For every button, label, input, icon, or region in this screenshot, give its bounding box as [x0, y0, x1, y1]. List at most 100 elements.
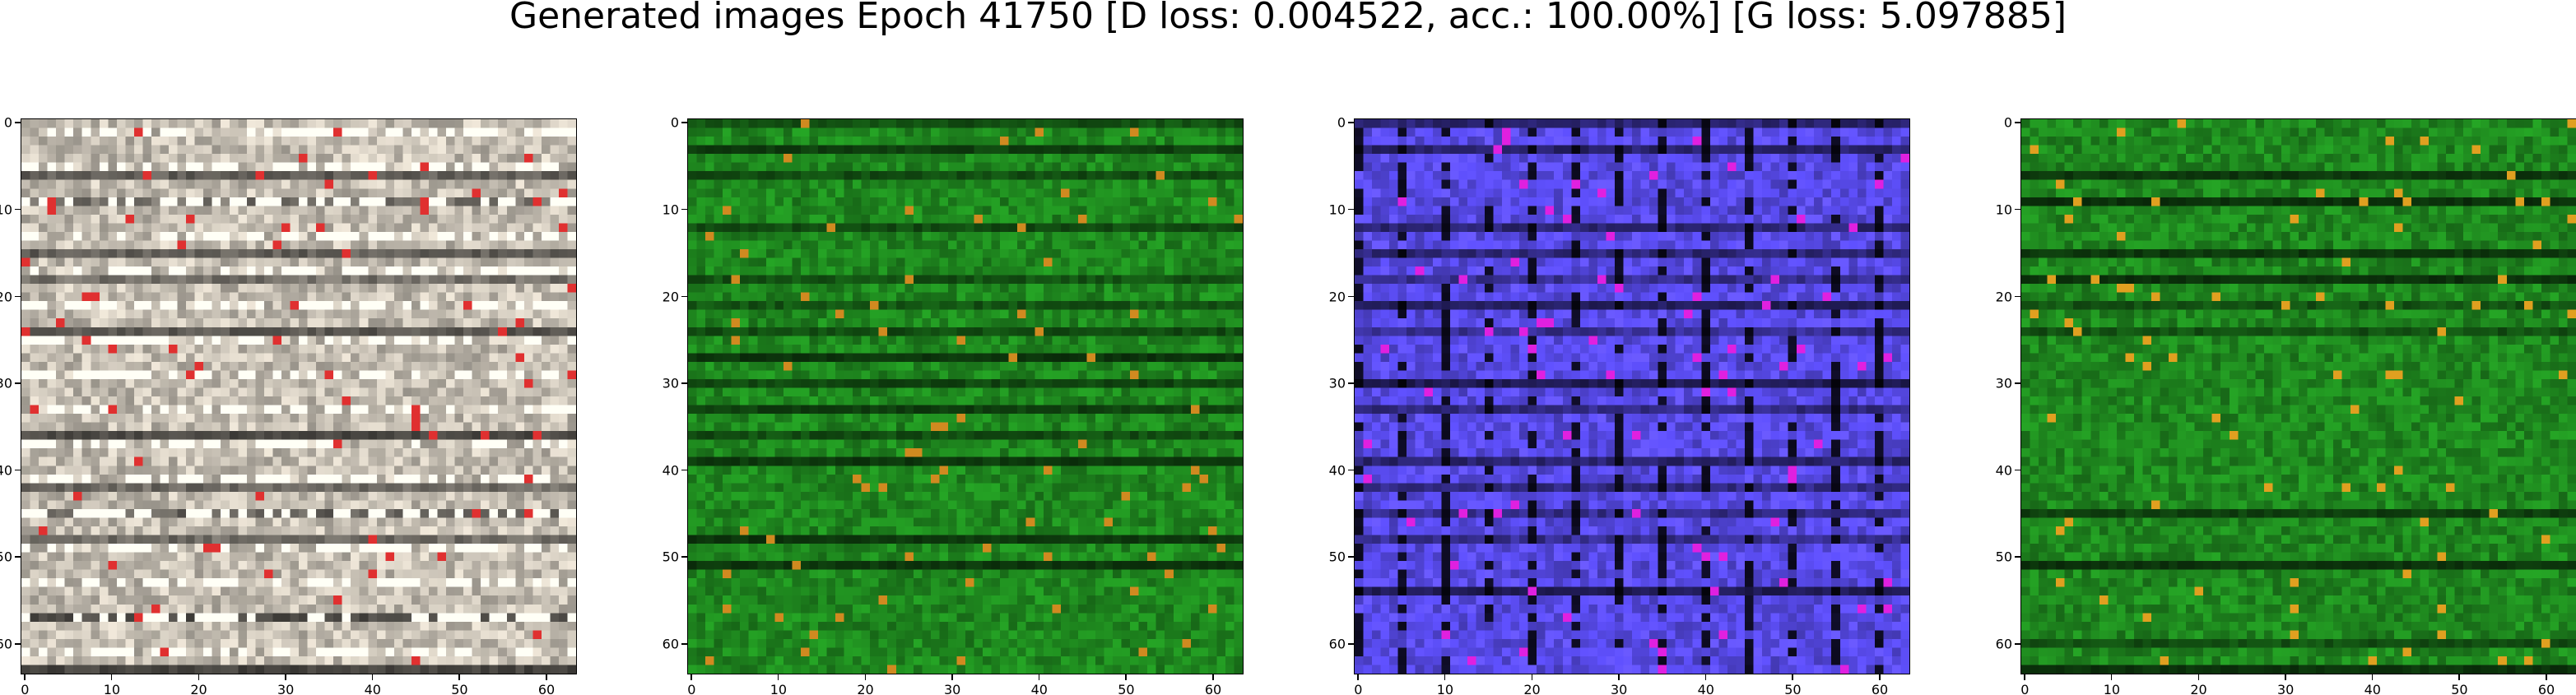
y-tick-mark [2015, 295, 2020, 298]
generated-image-2 [688, 119, 1243, 674]
y-tick-mark [681, 469, 687, 471]
y-tick-label: 10 [1995, 202, 2012, 218]
x-tick-label: 50 [1118, 682, 1135, 695]
x-tick-label: 50 [451, 682, 468, 695]
y-tick-mark [681, 643, 687, 645]
x-tick-mark [777, 674, 779, 680]
y-tick-label: 50 [0, 549, 12, 565]
x-tick-label: 60 [1204, 682, 1222, 695]
x-tick-mark [110, 674, 113, 680]
x-tick-label: 50 [2451, 682, 2468, 695]
generated-image-panel-1 [21, 118, 577, 674]
y-tick-label: 50 [1328, 549, 1346, 565]
y-tick-mark [15, 469, 21, 471]
y-tick-mark [1348, 382, 1354, 384]
y-tick-mark [1348, 469, 1354, 471]
y-tick-mark [1348, 122, 1354, 123]
y-tick-mark [681, 382, 687, 384]
x-tick-label: 0 [687, 682, 696, 695]
x-tick-label: 60 [537, 682, 556, 695]
y-tick-label: 40 [1995, 462, 2012, 479]
x-tick-mark [2197, 674, 2200, 680]
x-tick-label: 10 [103, 682, 121, 695]
y-tick-label: 10 [1328, 202, 1346, 218]
x-tick-mark [1444, 674, 1446, 680]
y-tick-label: 20 [1995, 289, 2012, 305]
y-tick-mark [2015, 643, 2020, 645]
generated-image-panel-2 [687, 118, 1244, 674]
x-tick-label: 0 [1354, 682, 1363, 695]
y-tick-mark [681, 208, 687, 211]
x-tick-label: 10 [1436, 682, 1454, 695]
y-tick-mark [1348, 208, 1354, 211]
y-tick-label: 10 [0, 202, 12, 218]
x-tick-mark [2458, 674, 2460, 680]
y-tick-mark [681, 295, 687, 298]
y-tick-label: 30 [662, 375, 679, 392]
y-tick-mark [2015, 382, 2020, 384]
y-tick-mark [1348, 643, 1354, 645]
y-tick-label: 40 [1328, 462, 1346, 479]
x-tick-mark [546, 674, 547, 680]
y-tick-label: 50 [662, 549, 679, 565]
x-tick-mark [1531, 674, 1533, 680]
x-tick-mark [458, 674, 460, 680]
y-tick-label: 60 [1328, 636, 1346, 652]
y-tick-label: 0 [670, 114, 679, 131]
x-tick-label: 60 [1871, 682, 1889, 695]
y-tick-mark [2015, 469, 2020, 471]
x-tick-mark [24, 674, 26, 680]
x-tick-label: 0 [21, 682, 30, 695]
x-tick-mark [1618, 674, 1620, 680]
x-tick-label: 30 [1610, 682, 1628, 695]
x-tick-mark [864, 674, 867, 680]
x-tick-label: 20 [857, 682, 874, 695]
x-tick-label: 30 [943, 682, 961, 695]
y-tick-label: 10 [662, 202, 679, 218]
x-tick-label: 40 [2364, 682, 2381, 695]
y-tick-mark [15, 122, 21, 123]
y-tick-mark [1348, 295, 1354, 298]
x-tick-mark [285, 674, 286, 680]
y-tick-mark [15, 643, 21, 645]
x-tick-mark [1125, 674, 1127, 680]
y-tick-label: 30 [1328, 375, 1346, 392]
x-tick-mark [2371, 674, 2374, 680]
x-tick-label: 30 [277, 682, 295, 695]
x-tick-mark [2285, 674, 2286, 680]
generated-image-panel-3 [1354, 118, 1910, 674]
x-tick-label: 40 [364, 682, 381, 695]
y-tick-label: 20 [662, 289, 679, 305]
y-tick-label: 30 [1995, 375, 2012, 392]
x-tick-mark [1357, 674, 1359, 680]
figure-title: Generated images Epoch 41750 [D loss: 0.… [509, 0, 2067, 37]
y-tick-label: 20 [0, 289, 12, 305]
x-tick-mark [690, 674, 692, 680]
y-tick-label: 0 [2003, 114, 2012, 131]
x-tick-label: 20 [190, 682, 207, 695]
y-tick-mark [15, 556, 21, 558]
y-tick-mark [681, 122, 687, 123]
x-tick-label: 20 [1523, 682, 1541, 695]
x-tick-mark [1704, 674, 1707, 680]
x-tick-mark [2024, 674, 2025, 680]
y-tick-mark [15, 295, 21, 298]
y-tick-mark [681, 556, 687, 558]
x-tick-mark [1212, 674, 1214, 680]
y-tick-label: 40 [662, 462, 679, 479]
y-tick-mark [2015, 122, 2020, 123]
x-tick-label: 60 [2537, 682, 2555, 695]
x-tick-mark [198, 674, 200, 680]
x-tick-mark [1879, 674, 1881, 680]
y-tick-label: 0 [3, 114, 12, 131]
generated-image-3 [1355, 119, 1909, 674]
y-tick-mark [15, 382, 21, 384]
x-tick-label: 50 [1784, 682, 1802, 695]
x-tick-mark [371, 674, 374, 680]
generated-image-4 [2021, 119, 2576, 674]
y-tick-label: 0 [1337, 114, 1346, 131]
y-tick-label: 60 [1995, 636, 2012, 652]
y-tick-label: 30 [0, 375, 12, 392]
y-tick-label: 20 [1328, 289, 1346, 305]
